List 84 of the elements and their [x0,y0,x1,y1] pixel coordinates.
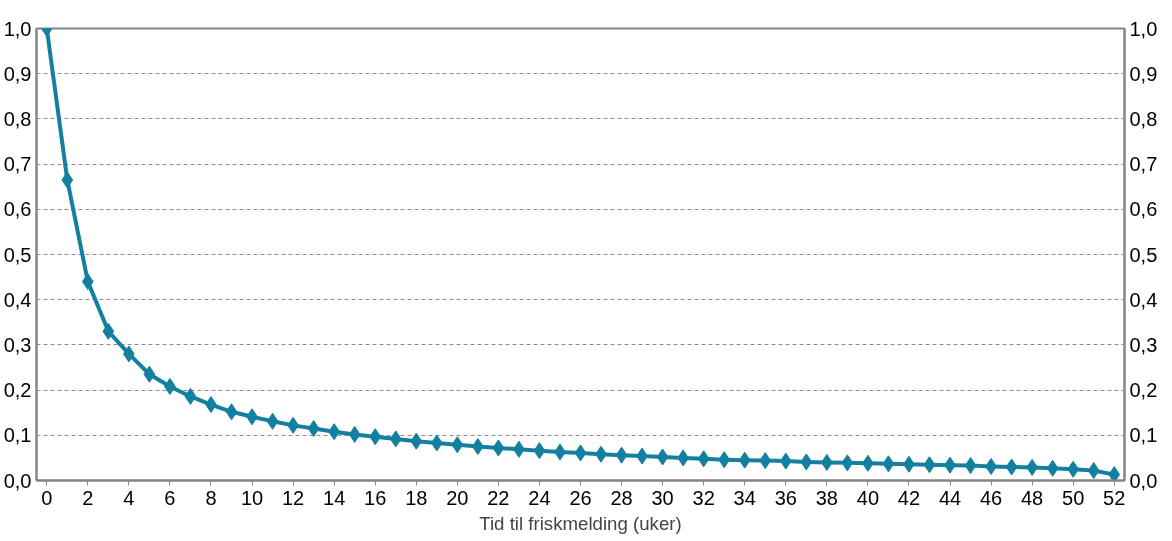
point [307,420,320,438]
x-tick-label: 42 [897,486,921,509]
point [656,448,669,466]
point [615,446,628,464]
y2-tick-label: 0,7 [1129,153,1158,176]
point [492,439,505,457]
point [430,434,443,452]
point [779,452,792,470]
x-tick-label: 2 [82,486,94,509]
y-tick-label: 0,1 [3,424,32,447]
y2-tick-label: 0,2 [1129,379,1158,402]
point [1087,462,1100,480]
x-tick-label: 10 [240,486,264,509]
x-tick-label: 52 [1103,486,1126,509]
point [533,442,546,460]
y-tick-label: 0,3 [3,333,32,356]
x-tick-label: 0 [41,486,53,509]
x-tick-label: 46 [979,486,1003,509]
x-tick-label: 28 [610,486,633,509]
x-tick-label: 14 [323,486,346,509]
y2-tick-label: 0,9 [1129,62,1158,85]
y-tick-label: 0,4 [3,288,32,311]
y2-tick-label: 0,6 [1129,198,1158,221]
point [1108,466,1121,481]
x-tick-label: 22 [487,486,510,509]
point [410,432,423,450]
y-tick-label: 0,2 [3,379,32,402]
point [841,454,854,472]
y2-tick-label: 0,4 [1129,288,1158,311]
x-tick-label: 32 [692,486,715,509]
x-tick-label: 4 [123,486,135,509]
x-tick-label: 38 [815,486,838,509]
point [102,322,115,340]
x-axis-title: Tid til friskmelding (uker) [479,512,682,534]
point [184,387,197,405]
y-tick-label: 0,5 [3,243,32,266]
point [61,171,74,189]
x-tick-label: 34 [733,486,756,509]
point [225,403,238,421]
point [266,412,279,430]
y2-tick-label: 0,3 [1129,333,1158,356]
y2-tick-label: 0,8 [1129,107,1158,130]
point [1005,458,1018,476]
point [389,430,402,448]
point [800,453,813,471]
y2-tick-label: 0,1 [1129,424,1158,447]
y-tick-label: 1,0 [3,17,32,40]
x-tick-label: 48 [1021,486,1044,509]
x-tick-label: 30 [651,486,674,509]
x-tick-label: 18 [405,486,428,509]
point [369,428,382,446]
y-tick-label: 0,8 [3,107,32,130]
point [759,452,772,470]
y-tick-label: 0,6 [3,198,32,221]
x-tick-label: 20 [446,486,469,509]
point [738,451,751,469]
x-tick-label: 12 [281,486,305,509]
y2-tick-label: 0,0 [1129,469,1158,492]
point [882,455,895,473]
y2-tick-label: 1,0 [1129,17,1158,40]
point [718,451,731,469]
y-tick-label: 0,9 [3,62,32,85]
x-tick-label: 50 [1062,486,1085,509]
point [81,273,94,291]
point [1067,460,1080,478]
x-tick-label: 40 [856,486,880,509]
x-tick-label: 26 [569,486,592,509]
x-tick-label: 36 [774,486,797,509]
x-tick-label: 8 [205,486,217,509]
y-tick-label: 0,7 [3,153,32,176]
point [923,456,936,474]
x-tick-label: 6 [164,486,176,509]
y-tick-label: 0,0 [3,469,32,492]
x-tick-label: 24 [528,486,551,509]
point [348,425,361,443]
x-tick-label: 16 [364,486,387,509]
x-tick-label: 44 [938,486,962,509]
point [143,365,156,383]
y2-tick-label: 0,5 [1129,243,1158,266]
point [1046,459,1059,477]
point [574,444,587,462]
point [964,457,977,475]
point [697,450,710,468]
point [451,436,464,454]
